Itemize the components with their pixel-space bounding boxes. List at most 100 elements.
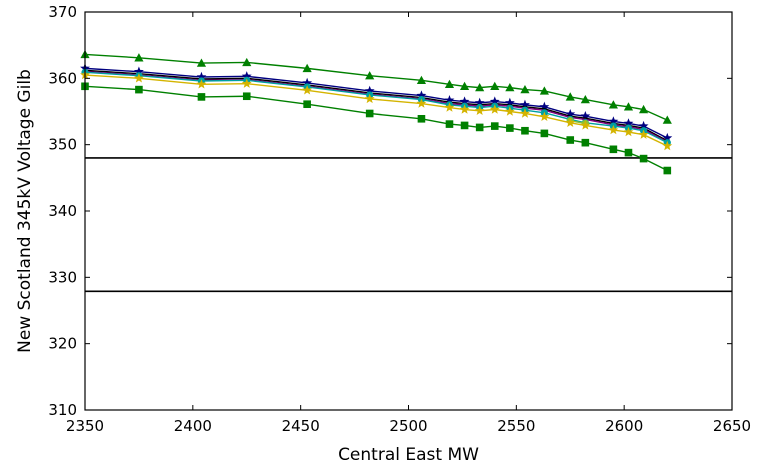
square-marker	[639, 154, 648, 163]
triangle-marker	[242, 57, 252, 67]
star-marker	[504, 97, 515, 108]
star-marker	[638, 129, 649, 139]
triangle-marker	[638, 104, 649, 114]
x-tick-label: 2650	[713, 417, 751, 435]
triangle-marker	[608, 100, 618, 109]
square-marker	[490, 122, 499, 130]
star-marker	[580, 120, 591, 130]
plot-frame	[84, 11, 733, 411]
star-marker	[444, 102, 455, 112]
star-marker	[364, 93, 375, 104]
triangle-marker	[416, 75, 427, 85]
y-tick-label: 370	[48, 3, 77, 21]
star-marker	[302, 85, 313, 95]
star-marker	[565, 117, 576, 127]
square-marker	[135, 85, 143, 94]
x-tick-label: 2400	[174, 417, 212, 435]
x-tick-label: 2500	[389, 417, 427, 435]
star-marker	[474, 97, 485, 108]
y-tick-label: 330	[48, 268, 77, 286]
star-marker	[444, 95, 455, 105]
square-marker	[581, 138, 590, 147]
square-marker	[197, 93, 206, 101]
star-marker	[623, 126, 634, 137]
square-marker	[506, 124, 514, 132]
star-marker	[241, 78, 252, 88]
triangle-marker	[134, 53, 144, 62]
y-tick-label: 320	[48, 335, 77, 353]
triangle-marker	[662, 115, 672, 124]
series-line	[84, 69, 668, 142]
star-marker	[539, 111, 550, 122]
star-marker	[474, 105, 485, 116]
square-marker	[445, 120, 454, 128]
triangle-marker	[490, 81, 500, 90]
triangle-marker	[520, 85, 530, 94]
triangle-marker	[623, 102, 634, 111]
star-marker	[565, 108, 576, 119]
star-marker	[662, 132, 673, 143]
triangle-marker	[565, 92, 575, 101]
square-marker	[540, 129, 549, 138]
star-marker	[489, 96, 500, 106]
star-marker	[623, 118, 634, 128]
triangle-marker	[475, 83, 485, 92]
star-marker	[520, 99, 530, 110]
reference-lines	[85, 157, 732, 293]
star-marker	[489, 104, 500, 114]
square-marker	[242, 92, 251, 101]
x-tick-label: 2550	[497, 417, 535, 435]
star-marker	[196, 79, 207, 89]
square-marker	[365, 109, 374, 118]
star-marker	[504, 106, 515, 116]
star-marker	[416, 90, 427, 100]
star-marker	[133, 66, 144, 76]
star-marker	[539, 101, 550, 112]
star-marker	[638, 120, 649, 131]
star-marker	[241, 71, 252, 81]
x-tick-label: 2350	[66, 417, 104, 435]
y-axis-title: New Scotland 345kV Voltage Gilb	[15, 69, 35, 353]
star-marker	[302, 77, 313, 88]
triangle-marker	[539, 86, 549, 95]
series-line	[84, 67, 668, 139]
triangle-marker	[302, 63, 312, 73]
star-marker	[416, 98, 427, 108]
series-group	[80, 49, 673, 175]
star-marker	[459, 96, 470, 106]
series-3	[84, 69, 668, 142]
series-line	[84, 53, 668, 121]
star-marker	[196, 71, 207, 82]
triangle-marker	[580, 94, 590, 104]
square-marker	[521, 126, 529, 135]
x-tick-label: 2450	[282, 417, 320, 435]
y-tick-label: 340	[48, 202, 77, 220]
star-marker	[608, 124, 619, 135]
series-line	[84, 74, 668, 147]
x-tick-label: 2600	[605, 417, 643, 435]
star-marker	[133, 73, 144, 83]
square-marker	[475, 123, 484, 132]
star-marker	[520, 108, 530, 118]
series-5	[81, 68, 671, 147]
square-marker	[624, 148, 633, 157]
y-tick-label: 310	[48, 401, 77, 419]
triangle-marker	[459, 81, 470, 90]
series-1	[80, 49, 672, 124]
triangle-marker	[196, 58, 207, 67]
series-7	[80, 69, 673, 151]
square-marker	[609, 145, 618, 154]
triangle-marker	[365, 71, 375, 80]
axis-ticks: 2350 2400 2450 2500 2550 2600 2650 310 320 330 340…	[48, 3, 751, 435]
square-marker	[663, 166, 672, 175]
series-line	[84, 71, 668, 144]
square-marker	[303, 100, 311, 109]
square-marker	[566, 136, 575, 144]
square-marker	[417, 114, 426, 123]
x-axis-title: Central East MW	[338, 445, 479, 465]
series-8	[81, 82, 672, 175]
y-tick-label: 350	[48, 136, 77, 154]
series-line	[84, 71, 668, 143]
star-marker	[364, 85, 375, 96]
